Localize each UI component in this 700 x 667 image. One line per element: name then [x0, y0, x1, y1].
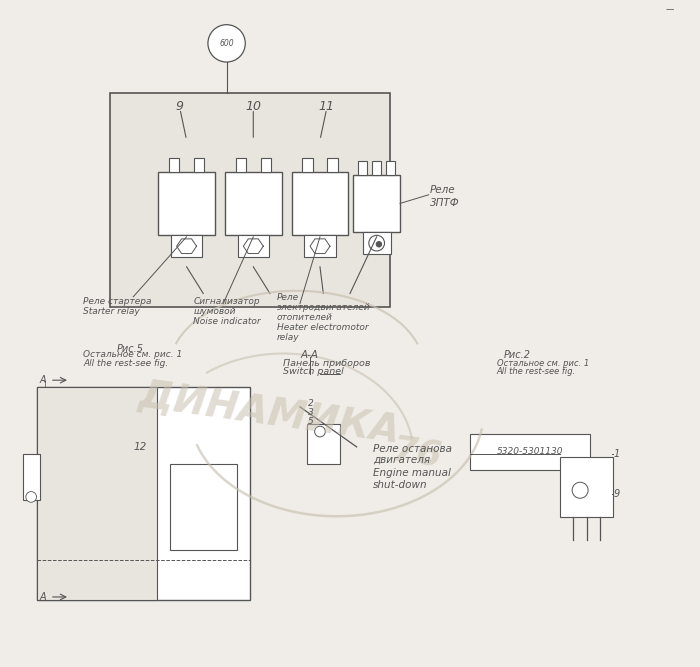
Text: 76: 76	[389, 434, 444, 474]
Text: 1: 1	[613, 449, 620, 458]
Text: 11: 11	[318, 100, 335, 113]
Bar	[169, 158, 179, 172]
Bar	[194, 158, 204, 172]
Text: Панель приборов: Панель приборов	[284, 359, 371, 368]
Circle shape	[376, 241, 382, 247]
Text: отопителей: отопителей	[276, 313, 332, 322]
Bar	[23, 454, 40, 500]
Text: 1: 1	[42, 381, 47, 390]
Bar	[292, 172, 349, 235]
Bar	[386, 161, 395, 175]
Text: Остальное см. рис. 1: Остальное см. рис. 1	[83, 350, 183, 359]
Text: Рис.5: Рис.5	[116, 344, 144, 354]
Text: A: A	[40, 376, 46, 385]
Text: Heater electromotor: Heater electromotor	[276, 323, 368, 332]
Text: Noise indicator: Noise indicator	[193, 317, 261, 325]
Bar	[354, 175, 400, 232]
Circle shape	[208, 25, 245, 62]
Text: Реле останова: Реле останова	[373, 444, 452, 454]
Bar	[36, 387, 157, 600]
FancyBboxPatch shape	[110, 93, 390, 307]
Bar	[358, 161, 367, 175]
Bar	[302, 158, 313, 172]
Text: 10: 10	[245, 100, 261, 113]
Text: Реле: Реле	[276, 293, 299, 302]
Text: 5: 5	[307, 417, 314, 426]
Bar	[328, 158, 337, 172]
Bar	[236, 158, 246, 172]
Text: A: A	[40, 592, 46, 602]
Circle shape	[369, 235, 384, 251]
Text: 2: 2	[307, 399, 314, 408]
Text: двигателя: двигателя	[373, 455, 430, 465]
Text: Рис.2: Рис.2	[503, 350, 531, 360]
Text: 3ПТФ: 3ПТФ	[430, 199, 460, 208]
Circle shape	[572, 482, 588, 498]
Text: Остальное см. рис. 1: Остальное см. рис. 1	[497, 359, 589, 368]
Text: A-A: A-A	[301, 350, 319, 360]
Text: Switch panel: Switch panel	[284, 367, 344, 376]
Bar	[158, 172, 215, 235]
Text: 600: 600	[219, 39, 234, 48]
Text: 5320-5301130: 5320-5301130	[497, 447, 564, 456]
Bar	[171, 235, 202, 257]
Text: 9: 9	[613, 489, 620, 498]
Text: Engine manual: Engine manual	[373, 468, 452, 478]
Bar	[304, 235, 335, 257]
Bar	[225, 172, 281, 235]
Bar	[470, 434, 590, 470]
Text: 12: 12	[133, 442, 146, 452]
Bar	[170, 464, 237, 550]
Bar	[307, 424, 340, 464]
Text: —: —	[665, 5, 673, 14]
Bar	[372, 161, 381, 175]
Text: shut-down: shut-down	[373, 480, 428, 490]
Text: 9: 9	[176, 100, 184, 113]
Text: 3: 3	[307, 408, 314, 417]
Bar	[560, 457, 613, 517]
Bar	[363, 232, 391, 255]
Text: Реле стартера: Реле стартера	[83, 297, 152, 305]
Text: Реле: Реле	[430, 185, 456, 195]
Text: Сигнализатор: Сигнализатор	[193, 297, 260, 305]
Text: электродвигателей: электродвигателей	[276, 303, 370, 312]
Circle shape	[314, 426, 326, 437]
Text: All the rest-see fig.: All the rest-see fig.	[497, 367, 576, 376]
Text: relay: relay	[276, 334, 300, 342]
Text: шумовой: шумовой	[193, 307, 236, 315]
Bar	[36, 387, 250, 600]
Text: ДИНАМИКА: ДИНАМИКА	[137, 376, 402, 451]
Text: Starter relay: Starter relay	[83, 307, 140, 315]
Bar	[260, 158, 271, 172]
Text: All the rest-see fig.: All the rest-see fig.	[83, 359, 169, 368]
Circle shape	[26, 492, 36, 502]
Bar	[238, 235, 269, 257]
